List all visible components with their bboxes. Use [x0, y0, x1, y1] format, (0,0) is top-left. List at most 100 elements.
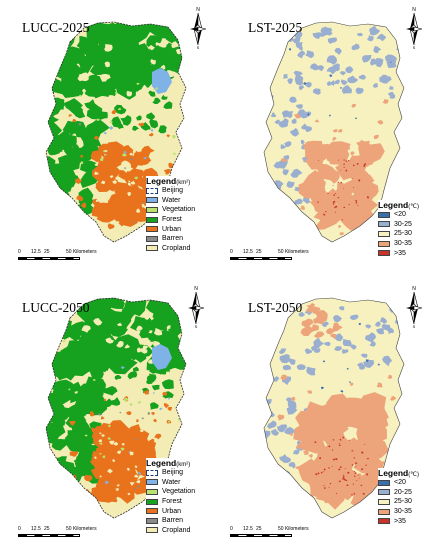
legend-label: 30-25 [394, 220, 412, 228]
urban-patch [93, 136, 99, 141]
urban-patch [68, 420, 76, 426]
water-patch [150, 129, 154, 132]
cropland-patch [81, 325, 91, 333]
warm-zone [326, 478, 348, 501]
legend-title: Legend(℃) [378, 468, 419, 478]
cool-zone [286, 181, 295, 188]
legend-swatch [378, 240, 390, 247]
legend-swatch [378, 221, 390, 228]
cropland-patch [136, 208, 141, 213]
barren-patch [71, 146, 74, 148]
legend-item: <20 [378, 478, 434, 488]
cool-zone [304, 125, 313, 132]
hot-spot [323, 213, 326, 216]
hot-spot [315, 473, 318, 476]
legend-label: Barren [162, 517, 184, 525]
cool-zone [264, 205, 271, 212]
cropland-patch [130, 180, 136, 185]
forest-patch [132, 125, 139, 131]
forest-patch [99, 307, 116, 324]
hot-spot [343, 163, 345, 165]
hot-spot [345, 169, 348, 172]
legend-swatch [146, 517, 158, 524]
vegetation-patch [134, 176, 138, 180]
cropland-patch [128, 180, 131, 183]
warm-zone [300, 205, 305, 211]
forest-patch [121, 305, 137, 321]
hot-spot [316, 201, 319, 203]
cool-zone [288, 358, 296, 365]
cropland-patch [112, 179, 117, 184]
hot-spot [347, 159, 350, 162]
forest-patch [46, 98, 58, 113]
cropland-patch [109, 440, 115, 445]
water-patch [123, 150, 127, 154]
vegetation-patch [172, 135, 176, 139]
forest-patch [103, 398, 113, 408]
warm-zone [280, 374, 288, 381]
legend-swatch [378, 508, 390, 515]
hot-spot [338, 443, 341, 445]
legend-label: Cropland [162, 244, 191, 252]
hot-spot [346, 484, 349, 486]
legend-swatch [146, 479, 158, 486]
north-label: N [194, 286, 198, 292]
cold-zone [365, 359, 369, 362]
legend-item: 25-30 [378, 497, 434, 507]
cool-zone [314, 347, 321, 353]
cropland-patch [116, 340, 124, 348]
hot-spot [355, 462, 358, 465]
hot-spot [351, 464, 354, 466]
hot-spot [337, 181, 339, 183]
barren-patch [134, 438, 137, 441]
urban-patch [167, 407, 173, 411]
warm-zone [302, 449, 309, 456]
legend-label: 25-30 [394, 498, 412, 506]
vegetation-patch [68, 388, 71, 391]
urban-patch [92, 165, 110, 185]
urban-patch [68, 114, 72, 117]
warm-zone [317, 316, 325, 325]
warm-zone [354, 448, 380, 473]
cropland-patch [145, 356, 150, 359]
warm-zone [375, 148, 384, 155]
cropland-patch [126, 90, 132, 97]
forest-patch [146, 112, 156, 120]
legend-item: 30-35 [378, 239, 434, 249]
scale-tick-label: 25 [256, 249, 262, 255]
legend-label: 30-35 [394, 508, 412, 516]
warm-zone [387, 374, 393, 379]
urban-patch [103, 398, 107, 401]
legend-label: 30-35 [394, 240, 412, 248]
water-patch [158, 407, 163, 411]
scale-bar-graphic [18, 534, 80, 537]
legend-swatch [146, 488, 158, 495]
cropland-patch [104, 44, 113, 52]
cropland-patch [129, 152, 133, 156]
scale-tick-label: 0 [18, 249, 21, 255]
cropland-patch [136, 325, 143, 332]
forest-patch [100, 89, 108, 96]
scale-tick-label: 0 [230, 526, 233, 532]
legend-item: Barren [146, 516, 216, 526]
forest-patch [136, 115, 142, 121]
warm-zone [332, 136, 337, 141]
hot-spot [360, 484, 363, 487]
cropland-patch [153, 328, 163, 336]
urban-patch [105, 420, 132, 445]
hot-spot [355, 202, 358, 204]
forest-patch [63, 174, 80, 186]
warm-zone [332, 322, 343, 332]
forest-patch [46, 172, 52, 184]
barren-patch [82, 498, 85, 501]
scale-tick-label: 50 Kilometers [66, 526, 97, 532]
cool-zone [389, 304, 399, 313]
hot-spot [353, 492, 356, 495]
warm-zone [305, 178, 312, 184]
legend-label: <20 [394, 211, 406, 219]
cropland-patch [112, 459, 115, 462]
warm-zone [301, 410, 306, 414]
legend-label: Forest [162, 216, 182, 224]
urban-patch [74, 177, 83, 185]
cool-zone [347, 75, 359, 84]
